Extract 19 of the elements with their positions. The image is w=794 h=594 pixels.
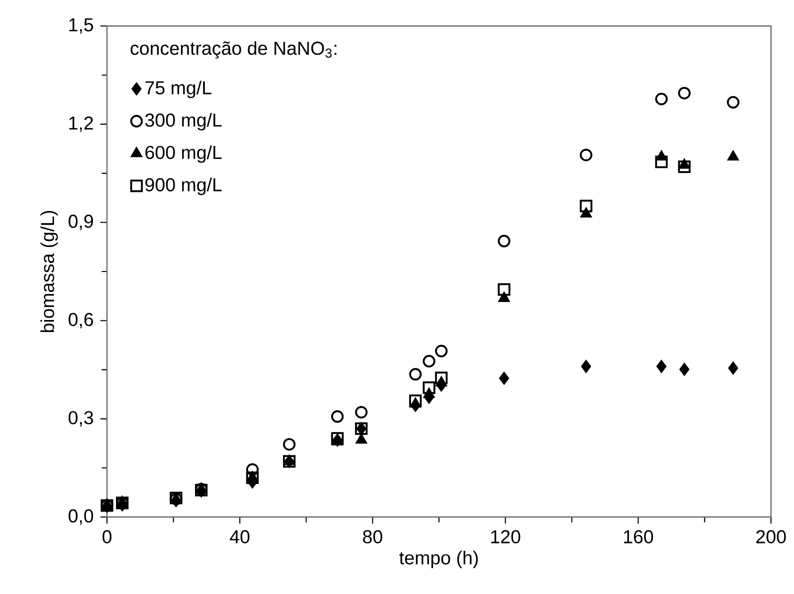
legend-label: 300 mg/L	[145, 113, 222, 130]
x-tick-label: 80	[363, 530, 382, 544]
legend-title: concentração de NaNO$_{3}$:	[130, 41, 336, 59]
y-tick-label: 1,5	[69, 18, 94, 34]
y-tick-label: 1,2	[69, 116, 93, 132]
legend-label: 75 mg/L	[145, 80, 212, 98]
legend-label: 600 mg/L	[145, 145, 222, 163]
x-tick-label: 200	[756, 530, 786, 544]
y-tick-label: 0,9	[68, 214, 93, 230]
x-tick-label: 40	[230, 530, 250, 544]
x-tick-label: 160	[624, 530, 654, 544]
x-tick-label: 120	[491, 530, 520, 544]
legend-label: 900 mg/L	[145, 178, 222, 196]
x-tick-label: 0	[102, 530, 112, 544]
y-tick-label: 0,3	[68, 411, 94, 427]
y-axis-title: biomassa (g/L)	[40, 210, 58, 332]
y-tick-label: 0,0	[68, 509, 94, 525]
y-tick-label: 0,6	[68, 312, 94, 328]
x-axis-title: tempo (h)	[399, 550, 478, 568]
